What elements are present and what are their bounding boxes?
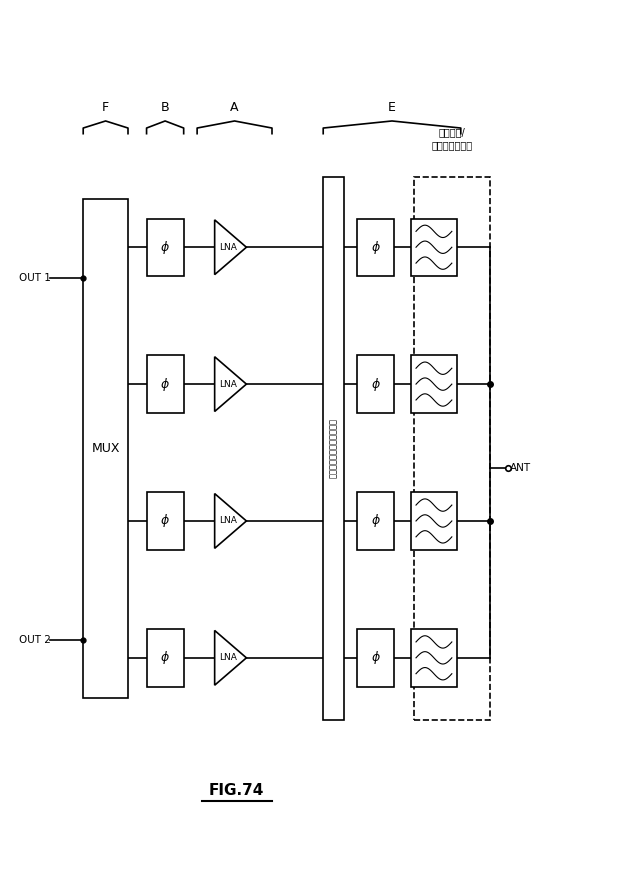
Text: $\phi$: $\phi$ [160,375,170,393]
Text: スイッチングネットワーク: スイッチングネットワーク [329,419,339,478]
Text: ANT: ANT [510,463,531,473]
Polygon shape [214,220,246,275]
Text: $\phi$: $\phi$ [160,238,170,256]
Text: $\phi$: $\phi$ [371,375,381,393]
Bar [357,355,394,413]
Text: $\phi$: $\phi$ [160,649,170,667]
Bar [357,493,394,549]
Bar [411,629,457,687]
Bar [411,218,457,275]
Bar [323,177,344,720]
Bar [411,493,457,549]
Polygon shape [214,630,246,685]
Bar [411,355,457,413]
Bar [83,199,128,698]
Text: LNA: LNA [219,653,237,662]
Text: FIG.74: FIG.74 [209,783,264,797]
Text: B: B [161,101,170,114]
Text: E: E [388,101,396,114]
Text: $\phi$: $\phi$ [371,512,381,530]
Bar [147,218,184,275]
Text: LNA: LNA [219,380,237,389]
Bar [147,355,184,413]
Text: F: F [102,101,109,114]
Text: マルチプレクサ: マルチプレクサ [431,140,472,150]
Polygon shape [214,494,246,548]
Text: OUT 2: OUT 2 [19,635,51,645]
Text: LNA: LNA [219,243,237,252]
Text: $\phi$: $\phi$ [160,512,170,530]
Text: A: A [230,101,239,114]
Bar [357,629,394,687]
Bar [357,218,394,275]
Bar [414,177,490,720]
Text: $\phi$: $\phi$ [371,649,381,667]
Text: OUT 1: OUT 1 [19,273,51,283]
Polygon shape [214,357,246,411]
Bar [147,629,184,687]
Text: フィルタ/: フィルタ/ [438,127,465,137]
Bar [147,493,184,549]
Text: LNA: LNA [219,517,237,525]
Text: MUX: MUX [92,442,120,455]
Text: $\phi$: $\phi$ [371,238,381,256]
